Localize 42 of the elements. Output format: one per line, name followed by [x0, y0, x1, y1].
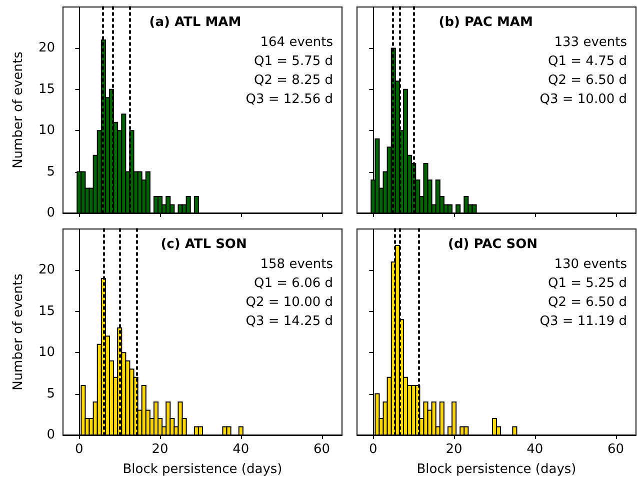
- annotation: Q1 = 5.25 d: [548, 276, 628, 291]
- annotation: 130 events: [554, 257, 628, 272]
- x-tick-label: 60: [608, 442, 624, 457]
- y-axis-title: Number of events: [11, 273, 26, 390]
- annotation: 158 events: [260, 257, 334, 272]
- y-tick-label: 5: [46, 386, 55, 402]
- annotation: 133 events: [554, 35, 628, 50]
- annotation: Q2 = 8.25 d: [254, 73, 334, 88]
- text: (c) ATL SON: [160, 237, 247, 252]
- x-axis-title: Block persistence (days): [122, 462, 282, 477]
- annotation: Q3 = 11.19 d: [540, 314, 628, 329]
- y-tick-label: 10: [38, 123, 55, 138]
- y-tick-label: 0: [46, 206, 55, 220]
- y-tick-label: 20: [38, 262, 55, 278]
- annotation: Q2 = 10.00 d: [246, 295, 334, 310]
- text: (b) PAC MAM: [438, 15, 533, 30]
- x-tick-label: 0: [369, 442, 378, 457]
- y-tick-label: 15: [38, 82, 55, 97]
- x-tick-label: 40: [232, 442, 250, 457]
- y-tick-label: 10: [38, 345, 55, 360]
- x-tick-label: 0: [75, 442, 84, 457]
- y-tick-label: 20: [38, 40, 55, 56]
- y-axis-title: Number of events: [11, 51, 26, 168]
- annotation: Q3 = 10.00 d: [540, 92, 628, 107]
- annotation: Q2 = 6.50 d: [548, 295, 628, 310]
- annotation: Q3 = 14.25 d: [246, 314, 334, 329]
- x-tick-label: 20: [152, 442, 168, 457]
- annotation: Q1 = 6.06 d: [254, 276, 334, 291]
- text: (d) PAC SON: [448, 237, 538, 252]
- annotation: Q1 = 4.75 d: [548, 54, 628, 69]
- text: (a) ATL MAM: [149, 15, 242, 30]
- x-tick-label: 20: [446, 442, 462, 457]
- annotation: 164 events: [260, 35, 334, 50]
- y-tick-label: 0: [46, 428, 55, 442]
- x-axis-title: Block persistence (days): [416, 462, 576, 477]
- y-tick-label: 15: [38, 304, 55, 319]
- annotation: Q3 = 12.56 d: [246, 92, 334, 107]
- y-tick-label: 5: [46, 164, 55, 180]
- annotation: Q1 = 5.75 d: [254, 54, 334, 69]
- x-tick-label: 40: [526, 442, 544, 457]
- annotation: Q2 = 6.50 d: [548, 73, 628, 88]
- x-tick-label: 60: [314, 442, 330, 457]
